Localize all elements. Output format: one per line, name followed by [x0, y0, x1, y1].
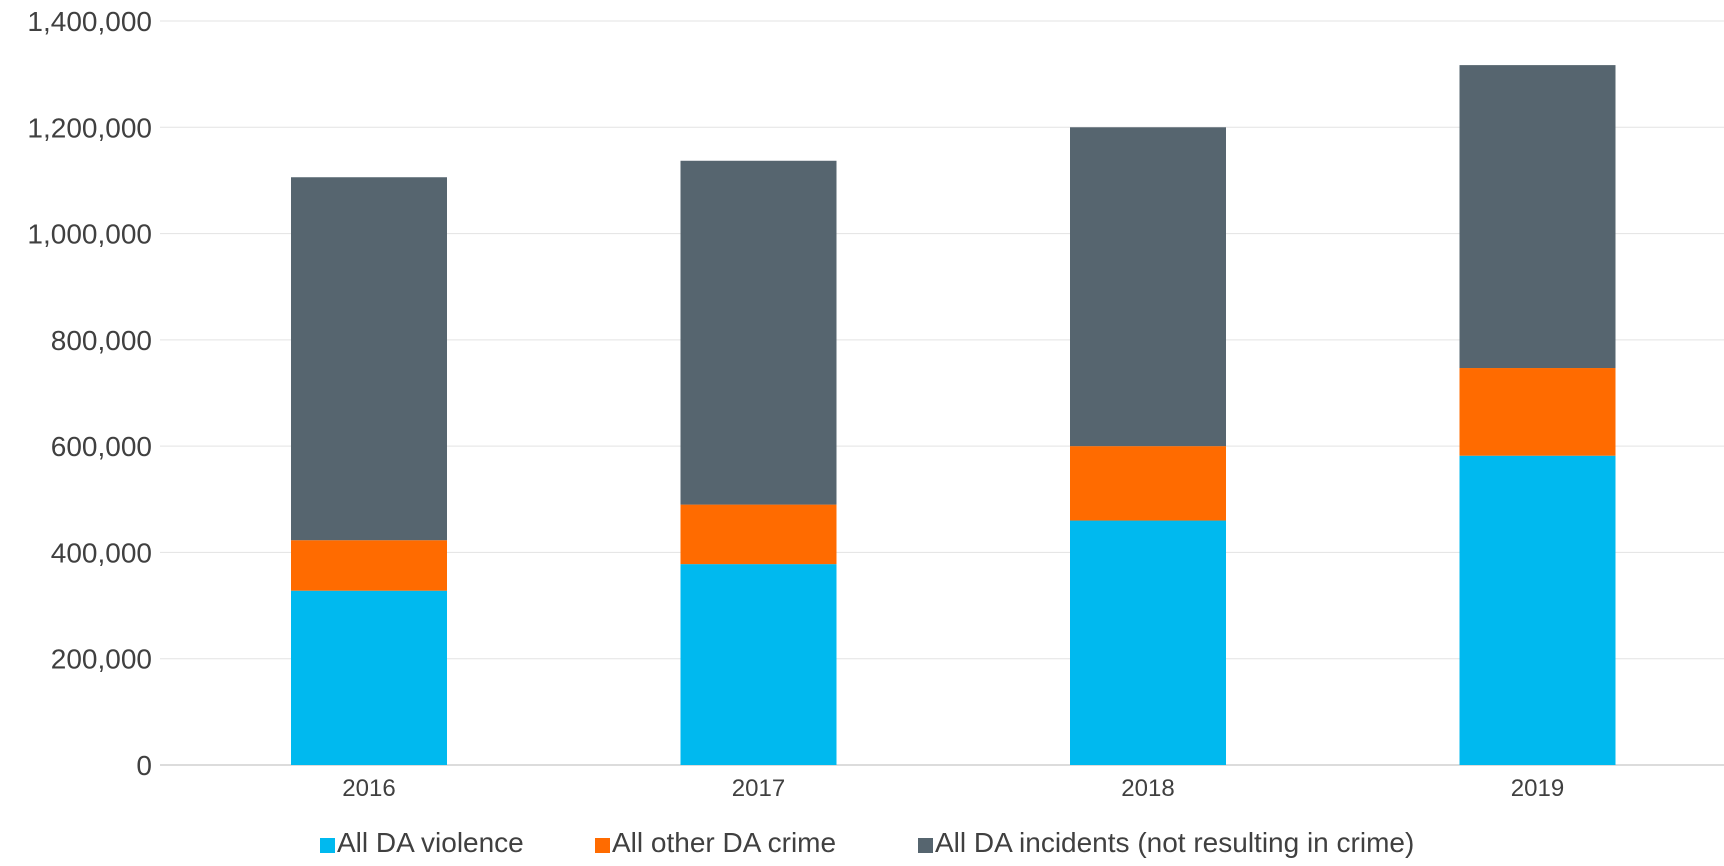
bar-segment	[680, 564, 837, 765]
legend-swatch	[918, 838, 933, 853]
legend: All DA violence All other DA crime All DA …	[320, 827, 1414, 858]
bar-segment	[1070, 520, 1226, 765]
legend-label: All DA violence	[337, 827, 524, 858]
y-tick-label: 600,000	[51, 431, 152, 462]
legend-swatch	[595, 838, 610, 853]
x-tick-label: 2017	[732, 775, 785, 802]
bar-segment	[291, 590, 447, 765]
legend-label: All DA incidents (not resulting in crime…	[935, 827, 1414, 858]
y-tick-label: 1,400,000	[27, 6, 152, 37]
bar-segment	[1070, 446, 1226, 521]
bar-segment	[1070, 127, 1226, 447]
x-tick-label: 2018	[1121, 775, 1174, 802]
y-tick-label: 1,200,000	[27, 112, 152, 143]
bar-segment	[1459, 65, 1616, 369]
x-tick-label: 2016	[342, 775, 395, 802]
bar-segment	[680, 504, 837, 565]
bars	[291, 65, 1616, 765]
legend-swatch	[320, 838, 335, 853]
y-tick-label: 200,000	[51, 644, 152, 675]
y-tick-label: 0	[136, 750, 152, 781]
y-tick-label: 1,000,000	[27, 219, 152, 250]
x-axis: 2016 2017 2018 2019	[342, 775, 1564, 802]
bar-segment	[1459, 368, 1616, 456]
y-tick-label: 800,000	[51, 325, 152, 356]
bar-segment	[1459, 455, 1616, 765]
x-tick-label: 2019	[1511, 775, 1564, 802]
bar-segment	[291, 177, 447, 541]
legend-label: All other DA crime	[612, 827, 836, 858]
y-tick-label: 400,000	[51, 537, 152, 568]
y-axis: 0 200,000 400,000 600,000 800,000 1,000,000 1,…	[27, 6, 152, 781]
bar-segment	[680, 160, 837, 505]
bar-segment	[291, 540, 447, 591]
